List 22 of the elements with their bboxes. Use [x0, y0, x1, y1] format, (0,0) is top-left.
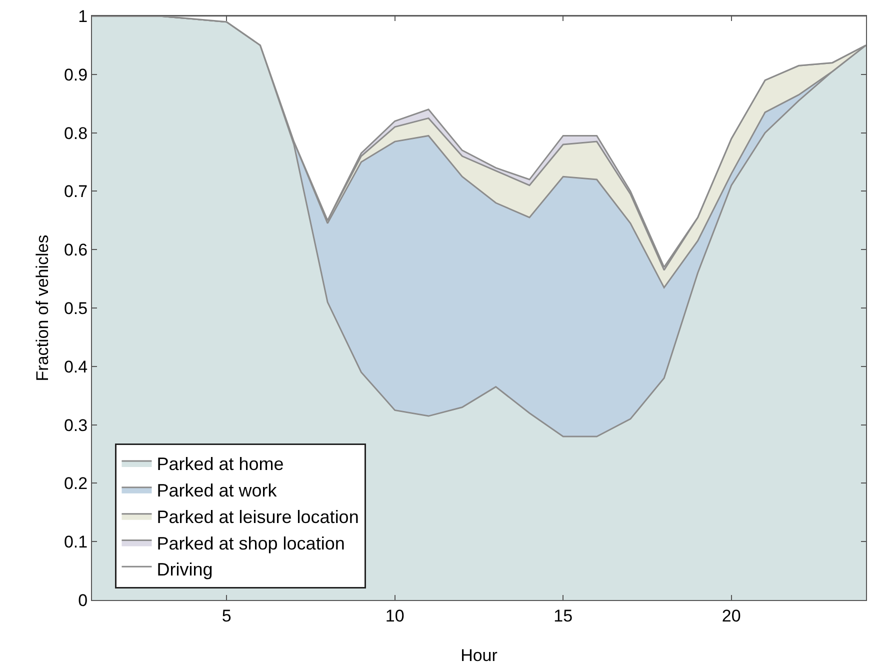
legend-label: Parked at home	[156, 454, 284, 474]
legend-label: Driving	[156, 560, 213, 580]
y-tick-label: 0	[78, 590, 88, 610]
x-tick-label: 20	[722, 606, 741, 626]
y-tick-label: 0.7	[64, 182, 88, 202]
y-tick-label: 1	[78, 6, 88, 26]
legend-label: Parked at work	[156, 480, 278, 500]
y-axis-title: Fraction of vehicles	[33, 234, 52, 382]
x-axis-title: Hour	[460, 646, 498, 665]
y-tick-label: 0.6	[64, 240, 88, 260]
legend-label: Parked at leisure location	[156, 506, 359, 527]
y-tick-label: 0.9	[64, 65, 88, 84]
x-tick-label: 10	[385, 606, 404, 626]
y-tick-label: 0.3	[64, 416, 88, 435]
y-tick-label: 0.5	[64, 298, 88, 318]
y-tick-label: 0.8	[64, 124, 88, 143]
x-tick-label: 5	[222, 606, 232, 626]
y-tick-label: 0.1	[64, 532, 88, 552]
legend-label: Parked at shop location	[156, 533, 345, 554]
y-tick-label: 0.2	[64, 474, 88, 494]
x-tick-label: 15	[554, 606, 573, 626]
y-tick-label: 0.4	[64, 357, 88, 376]
